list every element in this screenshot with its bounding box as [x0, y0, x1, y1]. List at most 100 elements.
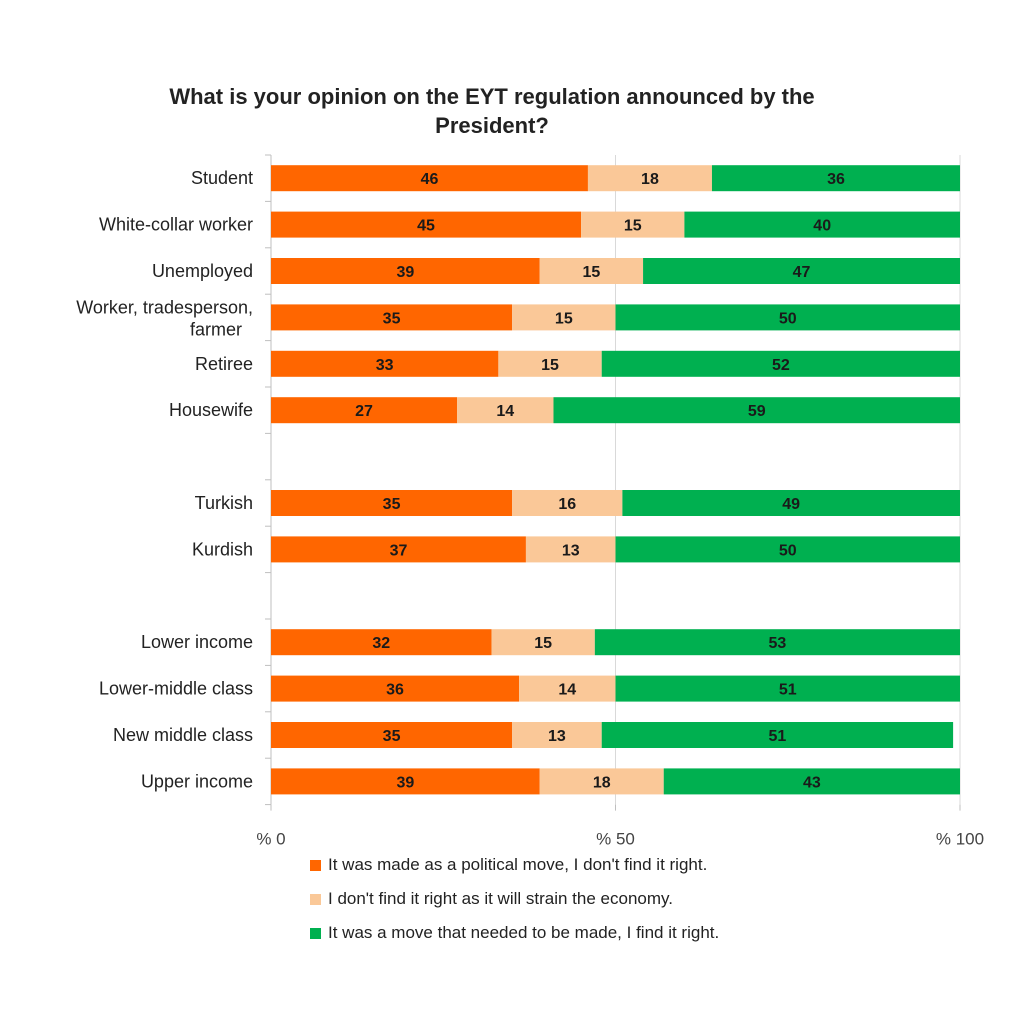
category-label: Housewife: [169, 400, 253, 420]
bar-segment: [457, 397, 554, 424]
chart-title: What is your opinion on the EYT regulati…: [169, 84, 815, 138]
bar-segment: [271, 490, 513, 516]
data-label: 15: [541, 357, 559, 374]
data-label: 52: [772, 357, 790, 374]
bar-segment: [271, 258, 540, 284]
data-label: 39: [396, 264, 414, 281]
data-label: 43: [803, 774, 821, 791]
legend-swatch: [310, 927, 321, 939]
data-label: 36: [386, 682, 404, 699]
data-label: 13: [548, 728, 566, 745]
bar-segment: [271, 629, 492, 656]
bar-segment: [525, 536, 616, 563]
category-label: New middle class: [113, 725, 253, 745]
bar-segment: [271, 350, 499, 377]
category-label: Lower-middle class: [99, 679, 253, 699]
bar-segment: [601, 350, 960, 377]
bar-segment: [711, 165, 960, 192]
data-label: 37: [390, 542, 408, 559]
bar-segment: [615, 304, 960, 331]
chart-legend: It was made as a political move, I don't…: [310, 848, 719, 950]
data-label: 51: [769, 728, 787, 745]
bar-segment: [539, 768, 664, 795]
bar-segment: [271, 304, 513, 331]
bar-segment: [615, 675, 960, 702]
data-label: 35: [383, 728, 401, 745]
bar-segment: [271, 165, 588, 192]
bar-segment: [622, 490, 960, 516]
data-label: 45: [417, 218, 435, 235]
legend-item: It was made as a political move, I don't…: [310, 848, 719, 882]
bar-segment: [581, 211, 685, 238]
data-label: 50: [779, 310, 797, 327]
category-label: White-collar worker: [99, 215, 253, 235]
data-label: 40: [813, 218, 831, 235]
legend-swatch: [310, 859, 321, 871]
data-label: 14: [558, 682, 576, 699]
bar-segment: [663, 768, 960, 795]
data-label: 32: [372, 635, 390, 652]
bar-segment: [271, 768, 540, 795]
category-label: Upper income: [141, 771, 253, 791]
x-tick-label: % 100: [936, 830, 984, 849]
data-label: 15: [534, 635, 552, 652]
bar-segment: [539, 258, 644, 284]
x-tick-label: % 0: [256, 830, 285, 849]
bar-segment: [271, 211, 582, 238]
bar-segment: [512, 722, 602, 748]
bar-segment: [512, 490, 623, 516]
bar-segment: [643, 258, 960, 284]
data-label: 35: [383, 310, 401, 327]
data-label: 15: [555, 310, 573, 327]
legend-label: I don't find it right as it will strain …: [328, 889, 673, 908]
data-label: 33: [376, 357, 394, 374]
data-label: 18: [641, 171, 659, 188]
data-label: 53: [769, 635, 787, 652]
data-label: 51: [779, 682, 797, 699]
bar-segment: [271, 722, 513, 748]
category-label: Worker, tradesperson, farmer: [76, 297, 253, 339]
data-label: 46: [421, 171, 439, 188]
bar-segment: [498, 350, 602, 377]
data-label: 13: [562, 542, 580, 559]
category-label: Unemployed: [152, 261, 253, 281]
data-label: 47: [793, 264, 811, 281]
bar-segment: [519, 675, 616, 702]
data-label: 15: [624, 218, 642, 235]
bar-segment: [587, 165, 712, 192]
legend-item: I don't find it right as it will strain …: [310, 882, 719, 916]
bar-segment: [271, 536, 526, 563]
x-tick-label: % 50: [596, 830, 635, 849]
data-label: 39: [396, 774, 414, 791]
bar-segment: [684, 211, 960, 238]
data-label: 14: [496, 403, 514, 420]
bar-segment: [271, 397, 458, 424]
category-label: Turkish: [195, 493, 253, 513]
legend-label: It was made as a political move, I don't…: [328, 855, 708, 874]
legend-item: It was a move that needed to be made, I …: [310, 916, 719, 950]
bar-segment: [512, 304, 616, 331]
data-label: 16: [558, 496, 576, 513]
category-label: Kurdish: [192, 539, 253, 559]
data-label: 15: [582, 264, 600, 281]
bar-segment: [594, 629, 960, 656]
data-label: 50: [779, 542, 797, 559]
bar-segment: [615, 536, 960, 563]
legend-label: It was a move that needed to be made, I …: [328, 923, 720, 942]
category-label: Student: [191, 168, 253, 188]
category-label: Lower income: [141, 632, 253, 652]
category-label: Retiree: [195, 354, 253, 374]
data-label: 36: [827, 171, 845, 188]
legend-swatch: [310, 893, 321, 905]
bar-segment: [271, 675, 520, 702]
data-label: 59: [748, 403, 766, 420]
data-label: 27: [355, 403, 373, 420]
bar-segment: [491, 629, 595, 656]
data-label: 49: [782, 496, 800, 513]
data-label: 18: [593, 774, 611, 791]
bar-segment: [553, 397, 960, 424]
bar-segment: [601, 722, 954, 748]
data-label: 35: [383, 496, 401, 513]
